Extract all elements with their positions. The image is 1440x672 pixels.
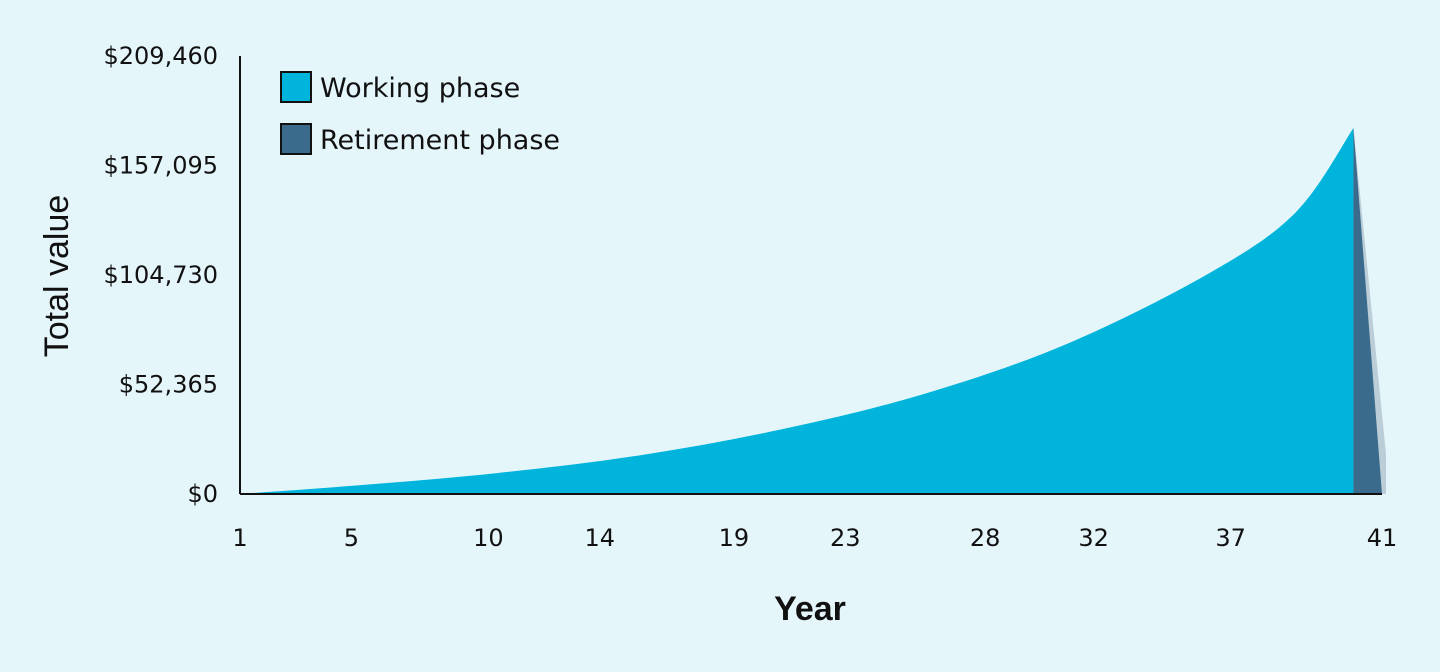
x-tick-label: 32 [1078, 524, 1109, 552]
y-axis-title: Total value [38, 195, 76, 358]
x-tick-label: 19 [719, 524, 750, 552]
y-ticks: $0 $52,365 $104,730 $157,095 $209,460 [103, 42, 218, 508]
y-tick-label: $0 [187, 480, 218, 508]
legend-swatch-working [280, 71, 312, 103]
y-tick-label: $209,460 [103, 42, 218, 70]
area-retirement-phase [1353, 128, 1382, 494]
x-tick-label: 37 [1215, 524, 1246, 552]
x-tick-label: 1 [232, 524, 247, 552]
x-tick-label: 28 [970, 524, 1001, 552]
x-tick-label: 10 [473, 524, 504, 552]
x-tick-label: 5 [344, 524, 359, 552]
x-tick-label: 14 [584, 524, 615, 552]
legend-swatch-retirement [280, 123, 312, 155]
legend-label-working: Working phase [320, 73, 520, 104]
y-tick-label: $52,365 [119, 371, 218, 399]
x-tick-label: 41 [1367, 524, 1398, 552]
area-working-phase [240, 128, 1354, 494]
y-tick-label: $157,095 [103, 152, 218, 180]
x-ticks: 1 5 10 14 19 23 28 32 37 41 [232, 524, 1397, 552]
legend-label-retirement: Retirement phase [320, 125, 560, 156]
plot-areas [240, 128, 1386, 494]
x-axis-title: Year [774, 590, 846, 628]
legend: Working phase Retirement phase [280, 71, 560, 156]
y-tick-label: $104,730 [103, 261, 218, 289]
x-tick-label: 23 [830, 524, 861, 552]
